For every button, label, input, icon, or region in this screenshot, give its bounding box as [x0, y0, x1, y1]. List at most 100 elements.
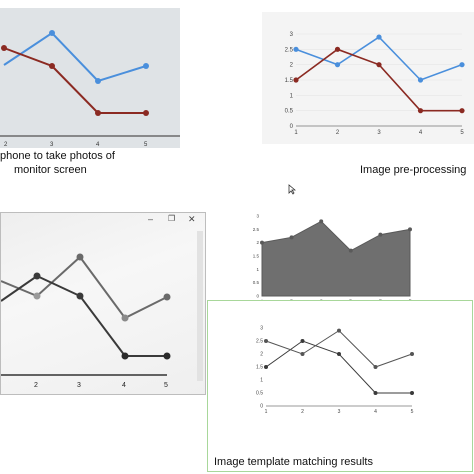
y-tick-label: 0.5 — [253, 280, 260, 285]
window-point — [33, 272, 41, 280]
data-point — [417, 108, 424, 114]
photo-x-tick: 2 — [4, 142, 8, 148]
y-tick-label: 1 — [256, 267, 259, 272]
data-point — [293, 77, 299, 83]
data-point — [264, 339, 268, 343]
photo-blue-line — [3, 31, 147, 83]
caption-preprocessing: Image pre-processing — [360, 164, 467, 176]
data-point — [410, 391, 414, 395]
photo-red-line — [3, 47, 146, 114]
matched-chart: 0 0.5 1 1.5 2 2.5 3 1 2 3 4 5 — [256, 326, 414, 415]
y-tick-label: 3 — [256, 214, 259, 219]
photo-point — [143, 110, 149, 116]
x-tick-label: 3 — [338, 409, 341, 415]
window-point — [33, 292, 41, 300]
window-dark-line — [1, 274, 167, 357]
data-point — [289, 235, 294, 240]
close-button[interactable]: ✕ — [188, 214, 196, 224]
data-point — [348, 248, 353, 253]
window-x-tick: 4 — [122, 382, 126, 389]
y-tick-label: 1 — [290, 93, 294, 99]
preprocessed-chart: 0 0.5 1 1.5 2 2.5 3 1 2 3 4 5 — [262, 12, 474, 144]
window-x-tick: 3 — [77, 382, 81, 389]
chart-background — [262, 12, 474, 144]
photo-x-tick: 4 — [96, 142, 100, 148]
photo-point — [143, 63, 149, 69]
maximize-button[interactable]: ❐ — [168, 214, 176, 223]
y-tick-label: 0 — [290, 124, 294, 130]
window-scrollbar[interactable] — [197, 231, 203, 381]
y-tick-label: 1.5 — [253, 254, 260, 259]
data-point — [410, 352, 414, 356]
photo-point — [95, 78, 101, 84]
data-point — [378, 232, 383, 237]
x-tick-label: 1 — [265, 409, 268, 415]
data-point — [264, 365, 268, 369]
caption-matching: Image template matching results — [214, 456, 373, 468]
series-line — [265, 329, 413, 368]
data-point — [337, 328, 341, 333]
data-point — [417, 77, 424, 83]
window-gray-line — [1, 255, 168, 320]
y-tick-label: 1.5 — [285, 78, 294, 84]
data-point — [459, 62, 465, 68]
y-tick-label: 2.5 — [253, 227, 260, 232]
data-point — [373, 365, 378, 369]
matching-results-frame — [207, 300, 473, 472]
photo-point — [49, 63, 55, 69]
window-point — [163, 293, 171, 301]
x-tick-label: 1 — [294, 130, 298, 136]
y-tick-label: 1.5 — [256, 365, 263, 371]
window-x-tick: 2 — [34, 382, 38, 389]
x-tick-label: 5 — [460, 130, 464, 136]
area-fill — [261, 220, 411, 297]
data-point — [334, 46, 341, 52]
monitor-screen — [0, 8, 180, 148]
window-point — [76, 253, 84, 261]
window-point — [76, 292, 84, 300]
mouse-cursor-icon — [288, 184, 296, 195]
y-tick-label: 0.5 — [256, 391, 263, 397]
x-tick-label: 4 — [419, 130, 423, 136]
data-point — [319, 219, 324, 224]
data-point — [408, 227, 412, 232]
x-tick-label: 3 — [377, 130, 381, 136]
caption-photo-line1: phone to take photos of — [0, 150, 115, 162]
x-tick-label: 2 — [301, 409, 304, 415]
y-tick-label: 2.5 — [285, 47, 294, 53]
x-tick-label: 5 — [411, 409, 414, 415]
minimize-button[interactable]: – — [148, 214, 154, 224]
photo-point — [1, 45, 7, 51]
window-point — [163, 352, 171, 360]
x-tick-label: 4 — [374, 409, 377, 415]
photo-point — [49, 30, 55, 36]
data-point — [300, 339, 305, 343]
monitor-photo: 2 3 4 5 — [0, 8, 180, 148]
photo-x-tick: 5 — [144, 142, 148, 148]
data-point — [376, 62, 382, 68]
data-point — [337, 352, 341, 356]
y-tick-label: 2 — [256, 240, 259, 245]
window-chart: 2 3 4 5 — [1, 253, 171, 389]
y-tick-label: 3 — [260, 326, 263, 332]
x-tick-label: 2 — [336, 130, 340, 136]
data-point — [459, 108, 465, 114]
y-tick-label: 1 — [260, 378, 263, 384]
data-point — [293, 46, 299, 52]
y-tick-label: 3 — [290, 32, 294, 38]
data-point — [300, 352, 305, 356]
y-tick-label: 0 — [256, 294, 259, 299]
window-point — [121, 352, 129, 360]
template-area-chart: 00.511.522.53ABCDEF — [253, 214, 412, 304]
data-point — [334, 62, 341, 68]
y-tick-label: 0.5 — [285, 109, 294, 115]
photo-point — [95, 110, 101, 116]
data-point — [373, 391, 378, 395]
caption-photo-line2: monitor screen — [14, 164, 87, 176]
window-x-tick: 5 — [164, 382, 168, 389]
data-point — [376, 34, 382, 40]
y-tick-label: 2 — [290, 63, 294, 69]
window-point — [121, 314, 129, 322]
y-tick-label: 2 — [260, 352, 263, 358]
captured-window: – ❐ ✕ 2 3 4 5 — [0, 212, 206, 395]
